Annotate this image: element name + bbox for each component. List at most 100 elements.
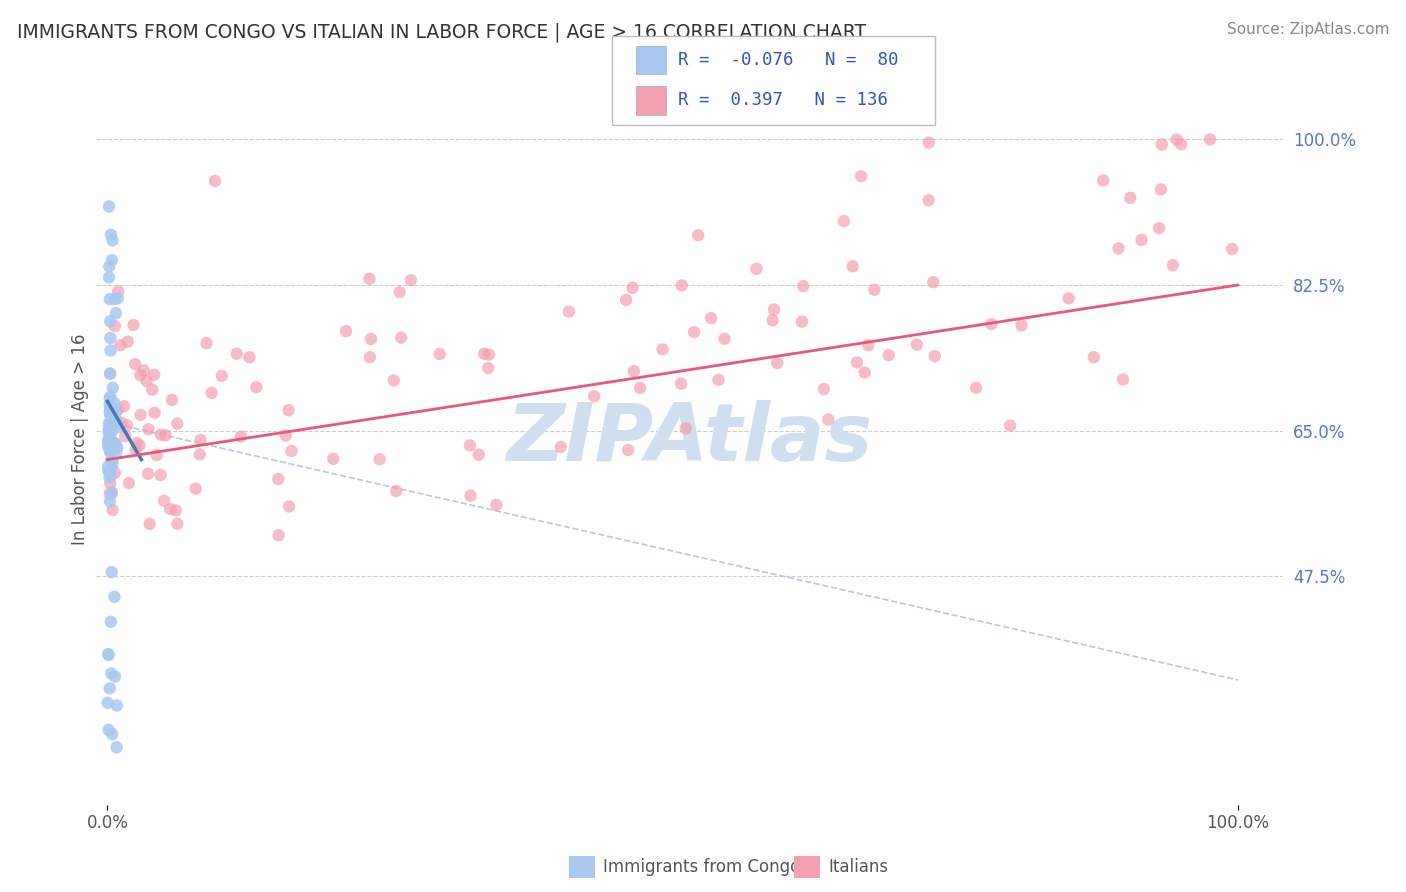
Point	[138, 516, 160, 531]
Point	[917, 193, 939, 207]
Point	[1083, 350, 1105, 364]
Point	[110, 338, 132, 352]
Point	[98, 681, 121, 696]
Point	[136, 467, 159, 481]
Point	[98, 402, 121, 417]
Point	[101, 455, 124, 469]
Point	[101, 416, 124, 430]
Point	[614, 293, 637, 307]
Point	[858, 338, 880, 352]
Point	[245, 380, 267, 394]
Point	[368, 452, 391, 467]
Point	[100, 417, 122, 432]
Point	[101, 414, 124, 428]
Point	[100, 565, 122, 579]
Point	[101, 234, 124, 248]
Point	[190, 433, 212, 447]
Point	[617, 442, 640, 457]
Point	[877, 348, 900, 362]
Point	[1057, 292, 1080, 306]
Point	[117, 334, 139, 349]
Point	[201, 385, 224, 400]
Point	[388, 285, 411, 300]
Point	[763, 302, 786, 317]
Point	[229, 429, 252, 443]
Point	[138, 422, 160, 436]
Point	[1150, 182, 1173, 196]
Point	[700, 311, 723, 326]
Point	[817, 412, 839, 426]
Point	[98, 392, 121, 406]
Point	[104, 466, 127, 480]
Point	[97, 696, 120, 710]
Point	[707, 373, 730, 387]
Point	[100, 666, 122, 681]
Point	[105, 441, 128, 455]
Point	[103, 590, 125, 604]
Point	[98, 422, 121, 436]
Point	[101, 727, 124, 741]
Point	[159, 502, 181, 516]
Point	[790, 315, 813, 329]
Point	[97, 417, 120, 431]
Point	[107, 420, 129, 434]
Point	[238, 351, 260, 365]
Point	[100, 420, 122, 434]
Point	[101, 381, 124, 395]
Point	[550, 440, 572, 454]
Point	[118, 475, 141, 490]
Point	[621, 281, 644, 295]
Point	[98, 442, 121, 457]
Point	[761, 313, 783, 327]
Point	[107, 402, 129, 417]
Point	[98, 331, 121, 345]
Point	[98, 419, 121, 434]
Point	[100, 453, 122, 467]
Point	[98, 398, 121, 412]
Point	[980, 317, 1002, 331]
Point	[98, 199, 121, 213]
Point	[1130, 233, 1153, 247]
Point	[204, 174, 226, 188]
Point	[675, 421, 697, 435]
Point	[101, 253, 124, 268]
Point	[671, 278, 693, 293]
Point	[97, 438, 120, 452]
Point	[100, 615, 122, 629]
Point	[122, 318, 145, 332]
Point	[918, 136, 941, 150]
Point	[135, 374, 157, 388]
Point	[101, 503, 124, 517]
Point	[98, 260, 121, 274]
Point	[766, 356, 789, 370]
Point	[1092, 173, 1115, 187]
Point	[101, 434, 124, 449]
Point	[628, 381, 651, 395]
Point	[104, 669, 127, 683]
Point	[165, 503, 187, 517]
Point	[98, 442, 121, 456]
Point	[166, 516, 188, 531]
Point	[863, 283, 886, 297]
Point	[651, 343, 673, 357]
Point	[322, 451, 344, 466]
Point	[97, 434, 120, 448]
Point	[98, 407, 121, 421]
Point	[149, 468, 172, 483]
Point	[104, 405, 127, 419]
Point	[184, 482, 207, 496]
Point	[1147, 221, 1170, 235]
Point	[385, 484, 408, 499]
Point	[103, 435, 125, 450]
Point	[145, 448, 167, 462]
Point	[124, 357, 146, 371]
Point	[98, 437, 121, 451]
Point	[1119, 191, 1142, 205]
Point	[472, 347, 495, 361]
Y-axis label: In Labor Force | Age > 16: In Labor Force | Age > 16	[72, 333, 89, 545]
Text: R =  0.397   N = 136: R = 0.397 N = 136	[678, 91, 887, 110]
Point	[107, 285, 129, 299]
Point	[360, 332, 382, 346]
Point	[97, 647, 120, 661]
Point	[100, 409, 122, 424]
